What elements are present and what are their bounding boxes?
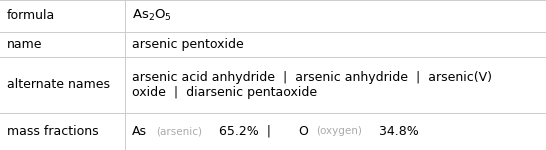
Text: (arsenic): (arsenic): [156, 126, 202, 136]
Text: O: O: [298, 125, 308, 138]
Text: alternate names: alternate names: [7, 78, 110, 91]
Text: 65.2%  |: 65.2% |: [216, 125, 280, 138]
Text: arsenic pentoxide: arsenic pentoxide: [132, 38, 244, 51]
Text: mass fractions: mass fractions: [7, 125, 98, 138]
Text: (oxygen): (oxygen): [316, 126, 362, 136]
Text: 34.8%: 34.8%: [375, 125, 419, 138]
Text: arsenic acid anhydride  |  arsenic anhydride  |  arsenic(V)
oxide  |  diarsenic : arsenic acid anhydride | arsenic anhydri…: [132, 71, 491, 99]
Text: $\mathrm{As_2O_5}$: $\mathrm{As_2O_5}$: [132, 8, 171, 23]
Text: name: name: [7, 38, 42, 51]
Text: formula: formula: [7, 9, 55, 22]
Text: As: As: [132, 125, 146, 138]
